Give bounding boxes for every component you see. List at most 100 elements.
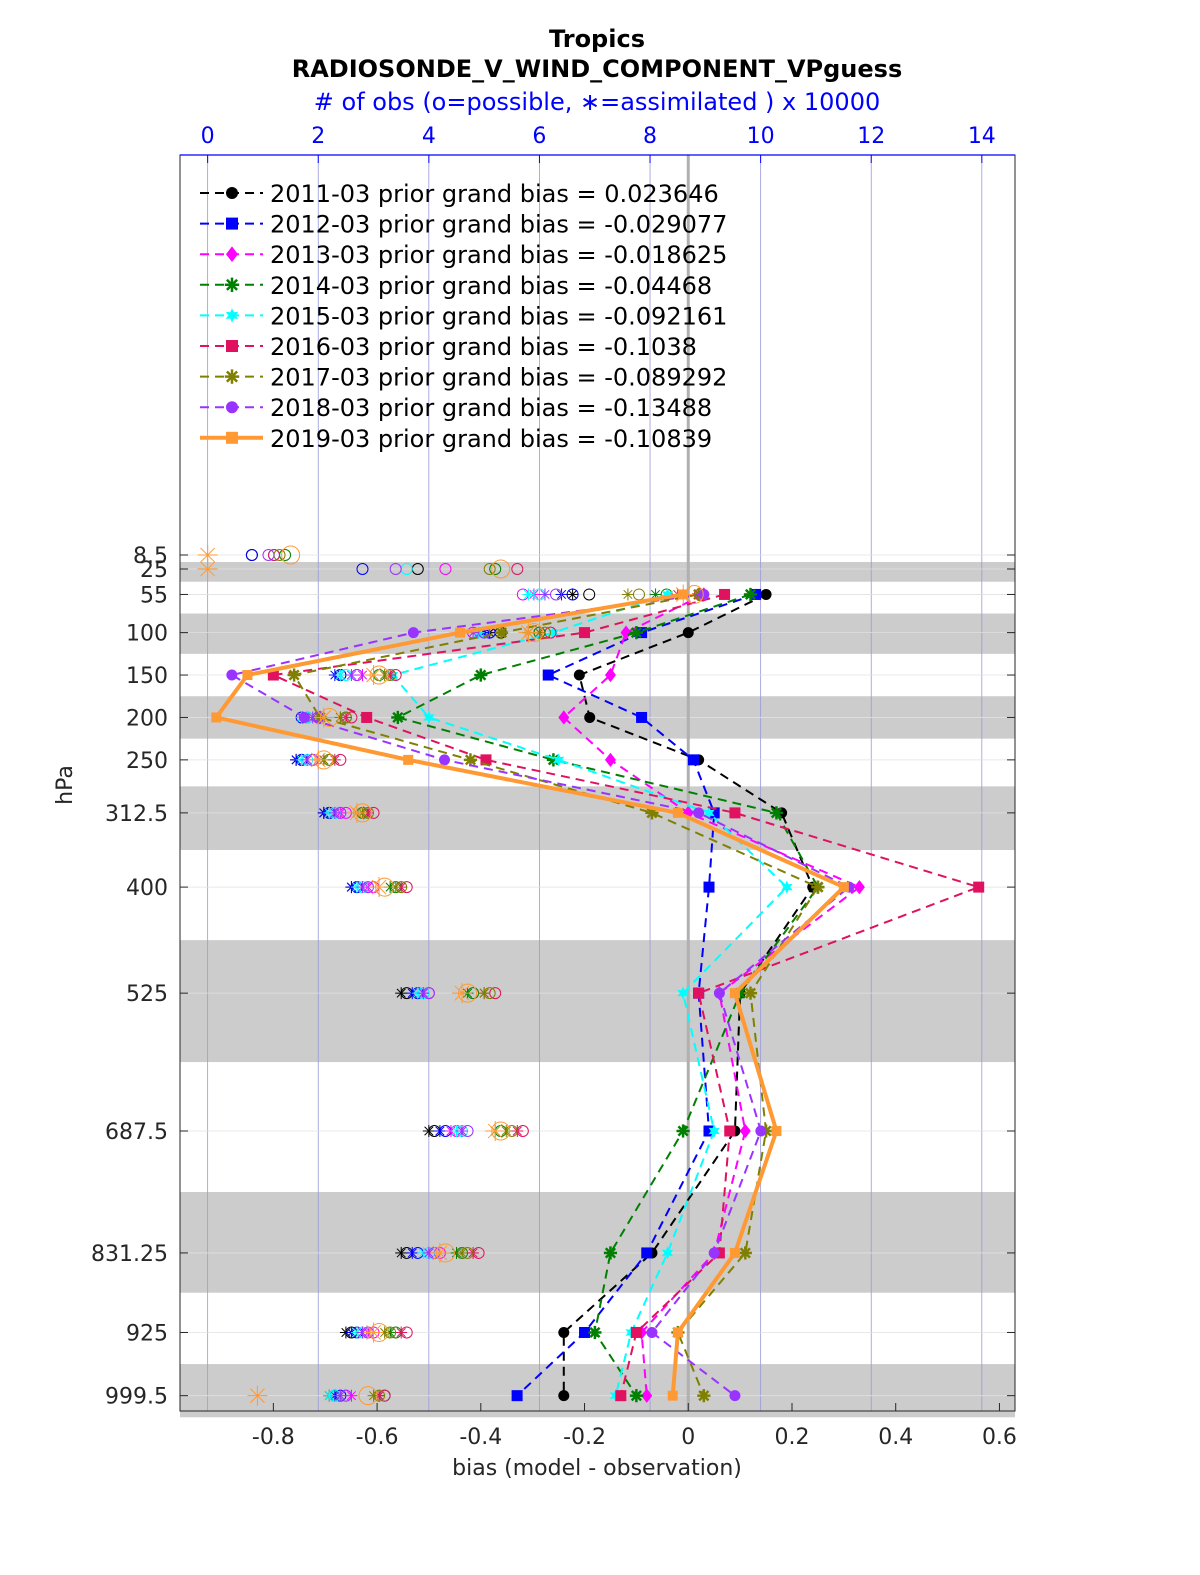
obs-assimilated-marker xyxy=(395,987,408,1000)
marker-stroke xyxy=(330,808,340,818)
obs-assimilated-marker xyxy=(356,881,369,894)
bias-point xyxy=(480,754,492,766)
series-line xyxy=(390,593,789,1396)
marker-stroke xyxy=(288,669,300,681)
obs-assimilated-marker xyxy=(452,983,473,1004)
obs-assimilated-marker xyxy=(433,1124,446,1137)
y-tick-label: 200 xyxy=(126,706,168,731)
bias-point xyxy=(641,1388,653,1403)
y-tick-label: 100 xyxy=(126,622,168,647)
marker-stroke xyxy=(770,807,782,819)
obs-possible-marker xyxy=(245,549,258,561)
bias-point xyxy=(552,753,565,767)
marker-stroke xyxy=(540,589,550,600)
bias-point xyxy=(391,710,405,725)
y-axis-label: hPa xyxy=(53,765,78,805)
marker-stroke xyxy=(454,985,470,1001)
y-tick-label: 312.5 xyxy=(105,802,168,827)
marker-stroke xyxy=(604,1247,617,1259)
marker-stroke xyxy=(302,755,312,765)
marker-stroke xyxy=(200,547,216,563)
obs-assimilated-marker xyxy=(369,877,390,898)
y-tick-label: 999.5 xyxy=(105,1385,168,1410)
legend-marker xyxy=(226,187,238,199)
bias-point xyxy=(558,1326,570,1338)
obs-assimilated-marker xyxy=(422,1124,435,1137)
series-line xyxy=(562,593,862,1396)
obs-assimilated-marker xyxy=(456,1124,469,1137)
top-tick-label: 0 xyxy=(201,124,215,149)
bias-point xyxy=(646,1326,658,1338)
bias-point xyxy=(693,807,705,819)
marker-stroke xyxy=(487,1123,503,1139)
bias-point xyxy=(641,1247,653,1259)
bias-point xyxy=(494,626,509,640)
obs-assimilated-marker xyxy=(649,588,662,601)
marker-stroke xyxy=(316,710,332,725)
chart-title: Tropics xyxy=(549,25,645,53)
bias-point xyxy=(698,588,710,600)
marker-stroke xyxy=(407,1248,417,1258)
bias-point xyxy=(211,712,222,723)
bias-point xyxy=(687,754,699,766)
bias-point xyxy=(781,880,793,894)
legend-label: 2016-03 prior grand bias = -0.1038 xyxy=(270,333,697,361)
bias-point xyxy=(573,669,585,681)
marker-stroke xyxy=(496,627,508,639)
legend-label: 2013-03 prior grand bias = -0.018625 xyxy=(270,241,727,269)
obs-assimilated-marker xyxy=(313,707,334,728)
bias-point xyxy=(584,711,596,723)
y-tick-label: 25 xyxy=(140,558,168,583)
top-tick-label: 4 xyxy=(422,124,436,149)
bias-point xyxy=(403,754,414,765)
bias-point xyxy=(760,588,772,600)
bias-point xyxy=(604,667,616,683)
legend-label: 2012-03 prior grand bias = -0.029077 xyxy=(270,211,727,239)
obs-assimilated-marker xyxy=(566,588,579,601)
obs-possible-marker xyxy=(491,559,511,579)
chart-subtitle: RADIOSONDE_V_WIND_COMPONENT_VPguess xyxy=(292,55,903,83)
marker-stroke xyxy=(424,1248,434,1258)
marker-stroke xyxy=(249,1388,265,1404)
bias-point xyxy=(729,807,741,819)
marker-stroke xyxy=(396,1327,406,1338)
obs-assimilated-marker xyxy=(429,1242,450,1263)
marker-stroke xyxy=(226,370,238,383)
bias-point xyxy=(853,879,865,895)
level-band xyxy=(180,1364,1015,1418)
marker-stroke xyxy=(739,1247,751,1259)
bias-point xyxy=(973,881,985,893)
marker-stroke xyxy=(357,882,368,892)
marker-stroke xyxy=(424,1126,434,1136)
bias-point xyxy=(729,1247,740,1258)
obs-possible-marker xyxy=(356,562,369,575)
legend-marker xyxy=(224,369,240,384)
series-line xyxy=(292,593,820,1397)
marker-stroke xyxy=(310,752,326,768)
series-line xyxy=(516,593,757,1397)
bias-point xyxy=(439,754,451,766)
top-axis-label: # of obs (o=possible, ∗=assimilated ) x … xyxy=(314,88,880,116)
x-axis-label: bias (model - observation) xyxy=(452,1456,742,1481)
obs-possible-marker xyxy=(439,562,452,575)
x-tick-label: -0.2 xyxy=(563,1425,606,1450)
bias-point xyxy=(474,668,488,682)
top-tick-label: 12 xyxy=(857,124,885,149)
bias-point xyxy=(743,986,758,1000)
bias-point xyxy=(588,1325,602,1340)
legend-label: 2018-03 prior grand bias = -0.13488 xyxy=(270,394,712,422)
x-tick-label: 0.2 xyxy=(774,1425,809,1450)
bias-point xyxy=(703,806,715,820)
marker-stroke xyxy=(435,1126,445,1136)
level-band xyxy=(180,561,1015,582)
legend-label: 2019-03 prior grand bias = -0.10839 xyxy=(270,425,712,453)
obs-possible-marker xyxy=(583,588,596,601)
bias-point xyxy=(838,882,849,893)
marker-stroke xyxy=(475,669,487,681)
bias-point xyxy=(769,806,784,820)
marker-stroke xyxy=(457,1126,467,1136)
obs-assimilated-marker xyxy=(345,669,358,682)
x-tick-label: -0.4 xyxy=(459,1425,502,1450)
obs-assimilated-marker xyxy=(334,669,347,682)
bias-point xyxy=(298,711,310,723)
